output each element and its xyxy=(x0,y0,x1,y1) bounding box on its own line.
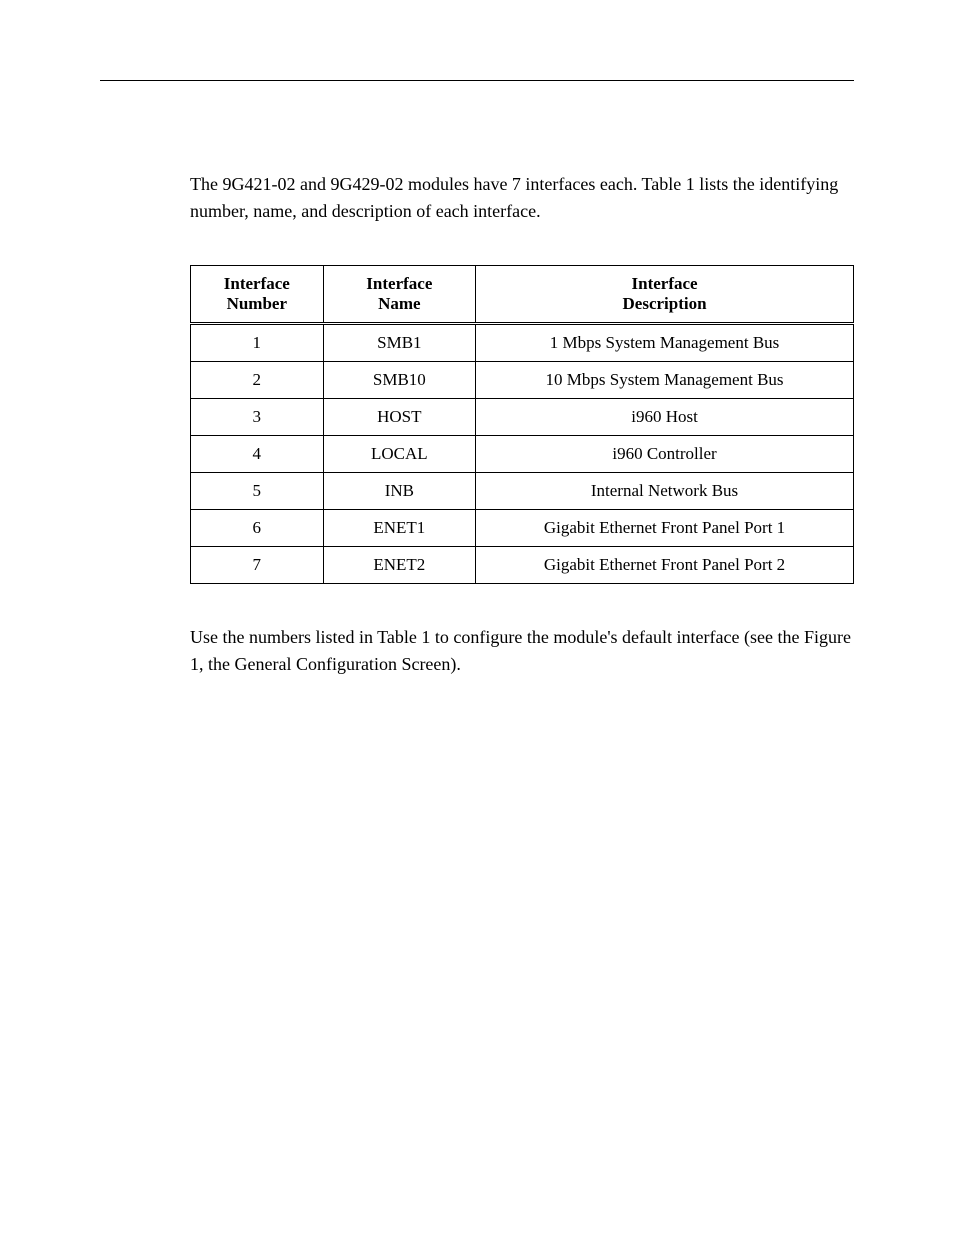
cell-desc: Gigabit Ethernet Front Panel Port 2 xyxy=(476,547,854,584)
cell-desc: Internal Network Bus xyxy=(476,473,854,510)
outro-paragraph: Use the numbers listed in Table 1 to con… xyxy=(190,624,854,678)
content-block: The 9G421-02 and 9G429-02 modules have 7… xyxy=(190,171,854,678)
table-row: 1 SMB1 1 Mbps System Management Bus xyxy=(191,324,854,362)
table-row: 5 INB Internal Network Bus xyxy=(191,473,854,510)
header-interface-number: Interface Number xyxy=(191,266,324,324)
table-row: 2 SMB10 10 Mbps System Management Bus xyxy=(191,362,854,399)
cell-name: HOST xyxy=(323,399,475,436)
cell-desc: i960 Host xyxy=(476,399,854,436)
header-interface-number-l1: Interface xyxy=(224,274,290,293)
cell-name: SMB10 xyxy=(323,362,475,399)
table-row: 7 ENET2 Gigabit Ethernet Front Panel Por… xyxy=(191,547,854,584)
cell-name: SMB1 xyxy=(323,324,475,362)
cell-number: 7 xyxy=(191,547,324,584)
header-interface-name-l1: Interface xyxy=(366,274,432,293)
cell-number: 2 xyxy=(191,362,324,399)
header-interface-desc-l1: Interface xyxy=(632,274,698,293)
table-row: 3 HOST i960 Host xyxy=(191,399,854,436)
header-interface-name: Interface Name xyxy=(323,266,475,324)
cell-number: 3 xyxy=(191,399,324,436)
header-interface-name-l2: Name xyxy=(378,294,420,313)
cell-desc: Gigabit Ethernet Front Panel Port 1 xyxy=(476,510,854,547)
header-interface-desc-l2: Description xyxy=(623,294,707,313)
cell-desc: 1 Mbps System Management Bus xyxy=(476,324,854,362)
cell-name: ENET2 xyxy=(323,547,475,584)
cell-name: INB xyxy=(323,473,475,510)
cell-number: 6 xyxy=(191,510,324,547)
header-interface-description: Interface Description xyxy=(476,266,854,324)
cell-desc: 10 Mbps System Management Bus xyxy=(476,362,854,399)
cell-name: ENET1 xyxy=(323,510,475,547)
cell-number: 4 xyxy=(191,436,324,473)
header-interface-number-l2: Number xyxy=(227,294,287,313)
table-body: 1 SMB1 1 Mbps System Management Bus 2 SM… xyxy=(191,324,854,584)
cell-name: LOCAL xyxy=(323,436,475,473)
header-rule xyxy=(100,80,854,81)
cell-desc: i960 Controller xyxy=(476,436,854,473)
table-row: 6 ENET1 Gigabit Ethernet Front Panel Por… xyxy=(191,510,854,547)
interfaces-table: Interface Number Interface Name Interfac… xyxy=(190,265,854,584)
cell-number: 1 xyxy=(191,324,324,362)
table-row: 4 LOCAL i960 Controller xyxy=(191,436,854,473)
page: The 9G421-02 and 9G429-02 modules have 7… xyxy=(0,0,954,678)
table-header-row: Interface Number Interface Name Interfac… xyxy=(191,266,854,324)
cell-number: 5 xyxy=(191,473,324,510)
intro-paragraph: The 9G421-02 and 9G429-02 modules have 7… xyxy=(190,171,854,225)
